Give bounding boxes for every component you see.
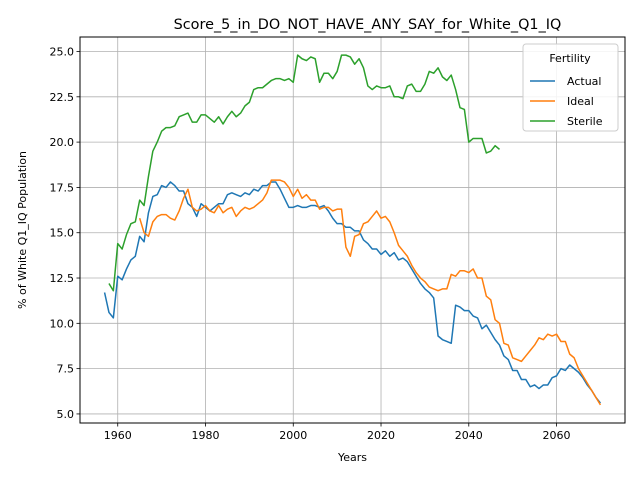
- series-line-actual: [103, 181, 602, 404]
- x-tick-label: 1980: [191, 429, 219, 442]
- y-tick-label: 22.5: [50, 91, 75, 104]
- x-axis: 1960 1980 2000 2020 2040 2060: [104, 423, 571, 442]
- legend: Fertility Actual Ideal Sterile: [522, 43, 619, 132]
- plot-area-frame: [79, 36, 626, 424]
- y-tick-label: 15.0: [50, 227, 75, 240]
- y-tick-label: 20.0: [50, 136, 75, 149]
- x-axis-label: Years: [337, 451, 367, 464]
- x-tick-label: 1960: [104, 429, 132, 442]
- legend-entry-sterile: Sterile: [567, 115, 603, 128]
- legend-title: Fertility: [549, 52, 591, 65]
- grid: [80, 37, 625, 423]
- y-tick-label: 10.0: [50, 317, 75, 330]
- y-tick-label: 25.0: [50, 45, 75, 58]
- legend-entry-actual: Actual: [567, 75, 601, 88]
- chart-title: Score_5_in_DO_NOT_HAVE_ANY_SAY_for_White…: [174, 17, 562, 33]
- y-tick-label: 5.0: [57, 408, 75, 421]
- y-tick-label: 17.5: [50, 181, 75, 194]
- series-line-sterile: [108, 54, 500, 292]
- series-line-ideal: [138, 179, 602, 406]
- y-axis: 5.0 7.5 10.0 12.5 15.0 17.5 20.0 22.5 25.0: [50, 45, 80, 421]
- series-layer: [103, 54, 602, 406]
- x-tick-label: 2060: [543, 429, 571, 442]
- x-tick-label: 2020: [367, 429, 395, 442]
- legend-box: [522, 43, 619, 132]
- y-tick-label: 12.5: [50, 272, 75, 285]
- x-tick-label: 2040: [455, 429, 483, 442]
- legend-entry-ideal: Ideal: [567, 95, 594, 108]
- y-axis-label: % of White Q1_IQ Population: [16, 151, 29, 309]
- y-tick-label: 7.5: [57, 363, 75, 376]
- x-tick-label: 2000: [279, 429, 307, 442]
